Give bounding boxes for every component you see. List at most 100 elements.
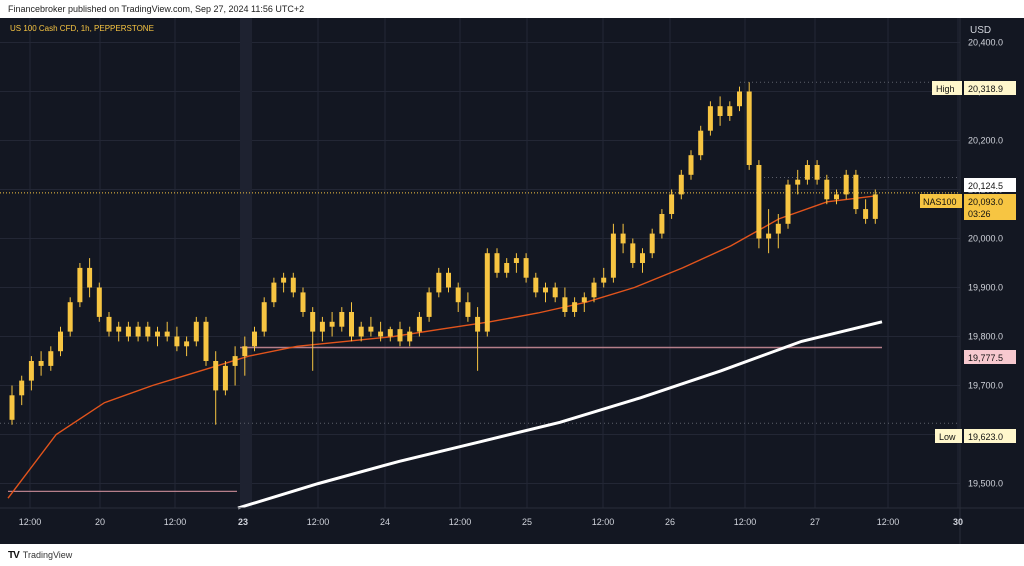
candle-body bbox=[232, 356, 238, 366]
chart-frame: 20,400.020,300.020,200.020,100.020,000.0… bbox=[0, 18, 1024, 544]
tradingview-logo-icon: TV bbox=[8, 549, 20, 561]
candle-body bbox=[436, 272, 442, 293]
candle-body bbox=[38, 361, 44, 366]
candle-body bbox=[814, 165, 820, 180]
time-tick-label: 25 bbox=[522, 517, 532, 527]
level-tag: 19,777.5 bbox=[964, 350, 1016, 364]
candle-body bbox=[737, 91, 742, 107]
candle-body bbox=[349, 312, 354, 337]
candle-body bbox=[494, 253, 500, 273]
candle-body bbox=[804, 165, 810, 180]
session-highlight bbox=[240, 18, 252, 508]
time-tick-label: 12:00 bbox=[877, 517, 900, 527]
current-price-value: 20,093.0 bbox=[968, 197, 1003, 207]
candle-body bbox=[271, 282, 277, 303]
moving-averages bbox=[7, 195, 883, 510]
candle-body bbox=[562, 297, 568, 312]
candle-body bbox=[222, 365, 228, 391]
candle-body bbox=[523, 258, 529, 278]
candle-body bbox=[446, 272, 451, 288]
candle-body bbox=[863, 209, 869, 219]
low-tag-value: 19,623.0 bbox=[968, 432, 1003, 442]
price-tick-label: 20,200.0 bbox=[968, 136, 1003, 146]
candle-body bbox=[581, 297, 587, 303]
price-axis[interactable] bbox=[960, 18, 1024, 544]
price-tick-label: 20,000.0 bbox=[968, 234, 1003, 244]
candle-body bbox=[164, 331, 170, 337]
candle-body bbox=[475, 316, 481, 332]
candle-body bbox=[543, 287, 548, 293]
candle-body bbox=[203, 321, 209, 361]
price-tick-label: 20,400.0 bbox=[968, 38, 1003, 48]
candle-body bbox=[717, 106, 723, 116]
candle-body bbox=[96, 287, 102, 317]
candle-body bbox=[756, 165, 762, 239]
candle-body bbox=[319, 321, 325, 332]
candle-body bbox=[397, 329, 403, 342]
candle-body bbox=[416, 316, 422, 332]
candle-body bbox=[310, 312, 316, 332]
grid-lines bbox=[0, 18, 960, 508]
candle-body bbox=[659, 214, 665, 234]
candle-body bbox=[746, 91, 752, 165]
candle-body bbox=[145, 326, 151, 337]
candle-body bbox=[484, 253, 490, 332]
candle-body bbox=[678, 174, 684, 195]
candle-body bbox=[795, 179, 801, 185]
candle-body bbox=[213, 361, 219, 391]
candle-body bbox=[125, 326, 131, 337]
candle-body bbox=[339, 312, 345, 327]
high-tag-label: High bbox=[936, 84, 955, 94]
current-price-tag: NAS100 20,093.0 03:26 bbox=[920, 194, 1016, 220]
candle-body bbox=[853, 174, 859, 210]
candle-body bbox=[358, 326, 364, 337]
time-tick-label: 30 bbox=[953, 517, 963, 527]
candle-body bbox=[504, 263, 510, 273]
candle-body bbox=[155, 331, 160, 337]
candle-body bbox=[824, 179, 830, 200]
candle-body bbox=[727, 106, 733, 116]
footer-bar: TV TradingView bbox=[0, 544, 1024, 566]
resistance-tag: 20,124.5 bbox=[964, 178, 1016, 192]
candle-body bbox=[698, 130, 704, 156]
time-tick-label: 23 bbox=[238, 517, 248, 527]
candle-body bbox=[368, 326, 374, 332]
chart-title: US 100 Cash CFD, 1h, PEPPERSTONE bbox=[10, 24, 154, 33]
time-tick-label: 12:00 bbox=[592, 517, 615, 527]
time-tick-label: 12:00 bbox=[19, 517, 42, 527]
candle-body bbox=[620, 233, 626, 244]
candle-body bbox=[252, 331, 257, 347]
candle-body bbox=[174, 336, 180, 347]
candle-body bbox=[67, 302, 73, 332]
low-tag: Low 19,623.0 bbox=[935, 429, 1016, 443]
time-tick-labels[interactable]: 12:00 20 12:00 23 12:00 24 12:00 25 12:00 26 12:00… bbox=[19, 517, 963, 527]
time-tick-label: 12:00 bbox=[164, 517, 187, 527]
bar-countdown: 03:26 bbox=[968, 209, 991, 219]
footer-brand[interactable]: TradingView bbox=[22, 550, 73, 560]
candle-body bbox=[640, 253, 645, 263]
time-tick-label: 24 bbox=[380, 517, 390, 527]
candle-body bbox=[378, 331, 384, 337]
candle-body bbox=[455, 287, 461, 303]
time-tick-label: 12:00 bbox=[307, 517, 330, 527]
candle-body bbox=[669, 194, 675, 214]
long-moving-average-line bbox=[237, 320, 883, 510]
candle-body bbox=[135, 326, 141, 337]
candle-body bbox=[58, 331, 63, 352]
high-tag: High 20,318.9 bbox=[932, 81, 1016, 95]
candle-body bbox=[688, 155, 694, 175]
candlestick-chart[interactable]: 20,400.020,300.020,200.020,100.020,000.0… bbox=[0, 18, 1024, 544]
candle-body bbox=[116, 326, 122, 332]
candle-body bbox=[19, 380, 25, 396]
candle-body bbox=[834, 194, 839, 200]
candle-body bbox=[572, 302, 578, 312]
candle-body bbox=[601, 277, 607, 283]
candle-body bbox=[707, 106, 713, 131]
candle-body bbox=[329, 321, 335, 327]
time-tick-label: 26 bbox=[665, 517, 675, 527]
candle-body bbox=[649, 233, 655, 254]
price-tick-label: 19,800.0 bbox=[968, 332, 1003, 342]
price-tick-label: 19,500.0 bbox=[968, 479, 1003, 489]
price-tick-label: 19,900.0 bbox=[968, 283, 1003, 293]
candle-body bbox=[261, 302, 267, 332]
